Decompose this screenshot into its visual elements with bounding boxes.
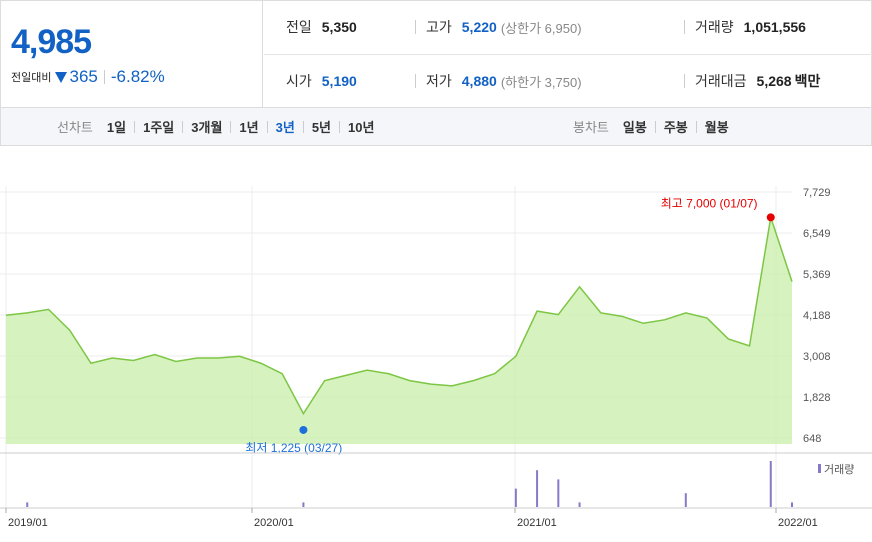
- y-tick-label: 4,188: [803, 310, 831, 322]
- line-tab-2[interactable]: 3개월: [191, 120, 223, 135]
- volume-bar: [578, 502, 581, 507]
- line-tab-3[interactable]: 1년: [239, 120, 259, 135]
- tab-divider: [182, 120, 184, 133]
- high-marker: [766, 213, 775, 222]
- line-tab-0[interactable]: 1일: [106, 120, 127, 135]
- divider: [684, 74, 685, 88]
- lower-limit-label: 하한가: [505, 74, 542, 90]
- current-price: 4,985: [11, 23, 92, 61]
- prev-close-value: 5,350: [321, 19, 357, 35]
- change-line: 전일대비 365 -6.82%: [11, 67, 165, 87]
- price-line: [5, 217, 793, 416]
- y-tick-label: 7,729: [803, 187, 831, 199]
- price-box: 4,985 전일대비 365 -6.82%: [1, 1, 263, 107]
- amount: 거래대금 5,268 백만: [684, 71, 820, 91]
- down-triangle-icon: [55, 71, 68, 83]
- volume-label: 거래량: [695, 19, 734, 35]
- y-tick-label: 5,369: [803, 269, 831, 281]
- upper-limit-label: 상한가: [505, 20, 542, 36]
- divider: [684, 20, 685, 34]
- line-chart-tabs: 선차트 1일 1주일 3개월 1년 3년 5년 10년: [57, 108, 374, 145]
- volume-bar: [302, 502, 305, 507]
- volume-bar: [557, 479, 560, 507]
- x-tick-label: 2021/01: [517, 517, 557, 529]
- x-tick-label: 2019/01: [8, 517, 48, 529]
- change-value: 365: [69, 67, 98, 86]
- upper-limit-value: 6,950: [544, 20, 578, 36]
- change-label: 전일대비: [11, 72, 52, 84]
- volume-value: 1,051,556: [743, 19, 806, 35]
- candle-chart-label: 봉차트: [573, 120, 609, 135]
- amount-label: 거래대금: [695, 73, 747, 89]
- divider: [415, 74, 416, 88]
- low-label: 최저 1,225 (03/27): [245, 441, 342, 455]
- tab-divider: [134, 120, 136, 133]
- volume-legend-swatch: [818, 464, 821, 473]
- line-tab-4[interactable]: 3년: [275, 120, 295, 135]
- lower-limit: (하한가 3,750): [500, 74, 582, 90]
- volume-legend-label: 거래량: [824, 463, 854, 476]
- candle-tab-1[interactable]: 주봉: [663, 120, 688, 135]
- high-value: 5,220: [461, 19, 497, 35]
- candle-chart-tabs: 봉차트 일봉 주봉 월봉: [573, 108, 729, 145]
- line-chart-label: 선차트: [57, 120, 93, 135]
- y-tick-label: 648: [803, 433, 821, 445]
- price-area: [6, 217, 792, 444]
- volume-bar: [769, 461, 772, 507]
- divider: [415, 20, 416, 34]
- amount-unit: 백만: [794, 73, 821, 89]
- amount-value: 5,268: [756, 73, 792, 89]
- lower-limit-value: 3,750: [544, 74, 578, 90]
- open-value: 5,190: [321, 73, 357, 89]
- volume: 거래량 1,051,556: [684, 17, 806, 37]
- x-tick-label: 2020/01: [254, 517, 294, 529]
- price-chart: 7,729 6,549 5,369 4,188 3,008 1,828 648 최고 7,00…: [0, 186, 872, 529]
- divider: [103, 70, 105, 84]
- low-value: 4,880: [461, 73, 497, 89]
- change-percent: -6.82%: [110, 67, 165, 86]
- high: 고가 5,220 (상한가 6,950): [415, 17, 582, 37]
- line-tab-5[interactable]: 5년: [311, 120, 332, 135]
- volume-bar: [684, 493, 687, 507]
- volume-bar: [514, 488, 517, 507]
- y-tick-label: 3,008: [803, 351, 831, 363]
- tab-divider: [230, 120, 232, 133]
- tab-divider: [654, 120, 656, 133]
- tab-divider: [339, 120, 341, 133]
- prev-close-label: 전일: [286, 19, 312, 35]
- prev-close: 전일 5,350: [286, 17, 357, 37]
- candle-tab-2[interactable]: 월봉: [704, 120, 729, 135]
- volume-bar: [26, 502, 29, 507]
- chart-tabs: 선차트 1일 1주일 3개월 1년 3년 5년 10년 봉차트 일봉 주봉 월봉: [0, 108, 872, 146]
- high-label: 고가: [426, 19, 452, 35]
- volume-bar: [536, 470, 539, 507]
- high-label: 최고 7,000 (01/07): [661, 196, 758, 210]
- low-label: 저가: [426, 73, 452, 89]
- row-divider: [264, 54, 872, 55]
- volume-bar: [791, 502, 793, 507]
- y-tick-label: 1,828: [803, 392, 831, 404]
- tab-divider: [266, 120, 268, 133]
- x-tick-label: 2022/01: [778, 517, 818, 529]
- line-tab-1[interactable]: 1주일: [143, 120, 175, 135]
- low: 저가 4,880 (하한가 3,750): [415, 71, 582, 91]
- candle-tab-0[interactable]: 일봉: [622, 120, 647, 135]
- low-marker: [299, 425, 308, 434]
- open: 시가 5,190: [286, 71, 357, 91]
- tab-divider: [302, 120, 304, 133]
- tab-divider: [695, 120, 697, 133]
- upper-limit: (상한가 6,950): [500, 20, 582, 36]
- quote-summary: 4,985 전일대비 365 -6.82% 전일 5,350 고가 5,220 …: [0, 0, 872, 108]
- line-tab-6[interactable]: 10년: [348, 120, 375, 135]
- open-label: 시가: [286, 73, 312, 89]
- y-tick-label: 6,549: [803, 228, 831, 240]
